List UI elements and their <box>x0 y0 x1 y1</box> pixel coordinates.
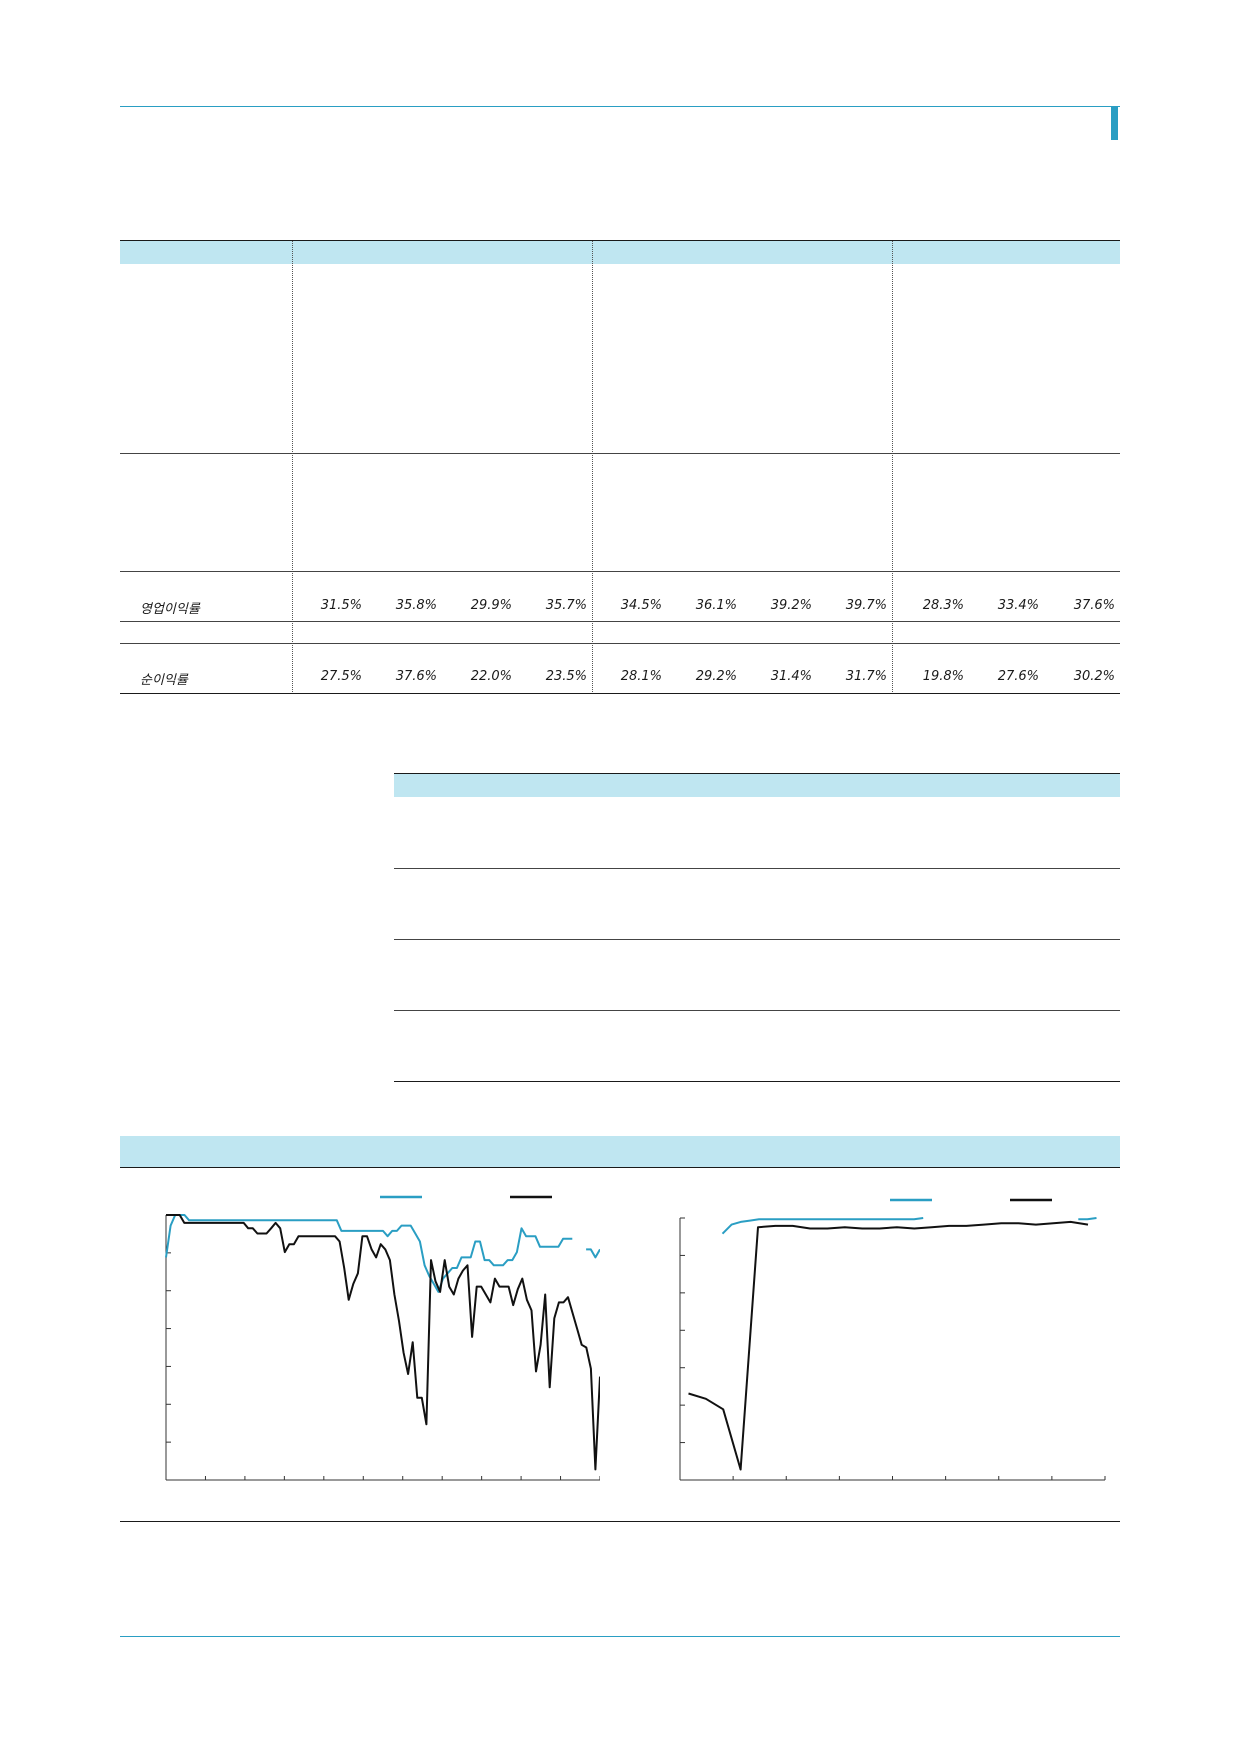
table-cell: 28.1% <box>620 669 662 684</box>
table1-divider-1 <box>292 241 293 694</box>
right-line-chart <box>679 1198 1106 1481</box>
table1-rule-1 <box>120 453 1120 454</box>
table-cell: 39.2% <box>770 598 812 613</box>
series-line-1 <box>721 1217 1097 1235</box>
table2-rule-1 <box>394 868 1120 869</box>
table2-rule-3 <box>394 1010 1120 1011</box>
series-line-1 <box>165 1214 600 1293</box>
table-cell: 35.7% <box>545 598 587 613</box>
table-cell: 22.0% <box>470 669 512 684</box>
table-cell: 30.2% <box>1073 669 1115 684</box>
row-label-operating-margin: 영업이익률 <box>140 602 200 617</box>
table2-header-band <box>394 774 1120 797</box>
header-rule <box>120 106 1120 107</box>
table2-rule-2 <box>394 939 1120 940</box>
table-cell: 27.5% <box>320 669 362 684</box>
chart-section-band <box>120 1136 1120 1167</box>
left-line-chart <box>165 1195 600 1481</box>
table-cell: 27.6% <box>997 669 1039 684</box>
table1-rule-3 <box>120 621 1120 622</box>
table-cell: 37.6% <box>395 669 437 684</box>
table-cell: 31.4% <box>770 669 812 684</box>
table1-header-band <box>120 241 1120 264</box>
table1-bottom-rule <box>120 693 1120 694</box>
table-cell: 23.5% <box>545 669 587 684</box>
table1-divider-3 <box>892 241 893 694</box>
chart-section-rule <box>120 1167 1120 1168</box>
table-cell: 39.7% <box>845 598 887 613</box>
table-cell: 19.8% <box>922 669 964 684</box>
table2-bottom-rule <box>394 1081 1120 1082</box>
table1-rule-4 <box>120 643 1120 644</box>
table-cell: 36.1% <box>695 598 737 613</box>
row-label-net-margin: 순이익률 <box>140 673 188 688</box>
table1-divider-2 <box>592 241 593 694</box>
table1-top-rule <box>120 240 1120 241</box>
table-cell: 35.8% <box>395 598 437 613</box>
chart-section-bottom-rule <box>120 1521 1120 1522</box>
footer-rule <box>120 1636 1120 1637</box>
table2-top-rule <box>394 773 1120 774</box>
table-cell: 34.5% <box>620 598 662 613</box>
table-cell: 31.5% <box>320 598 362 613</box>
table1-rule-2 <box>120 571 1120 572</box>
series-line-2 <box>166 1214 600 1471</box>
series-line-2 <box>688 1220 1089 1471</box>
table-cell: 31.7% <box>845 669 887 684</box>
header-corner-mark <box>1111 106 1118 140</box>
table-cell: 29.2% <box>695 669 737 684</box>
table-cell: 29.9% <box>470 598 512 613</box>
table-cell: 28.3% <box>922 598 964 613</box>
table-cell: 33.4% <box>997 598 1039 613</box>
table-cell: 37.6% <box>1073 598 1115 613</box>
